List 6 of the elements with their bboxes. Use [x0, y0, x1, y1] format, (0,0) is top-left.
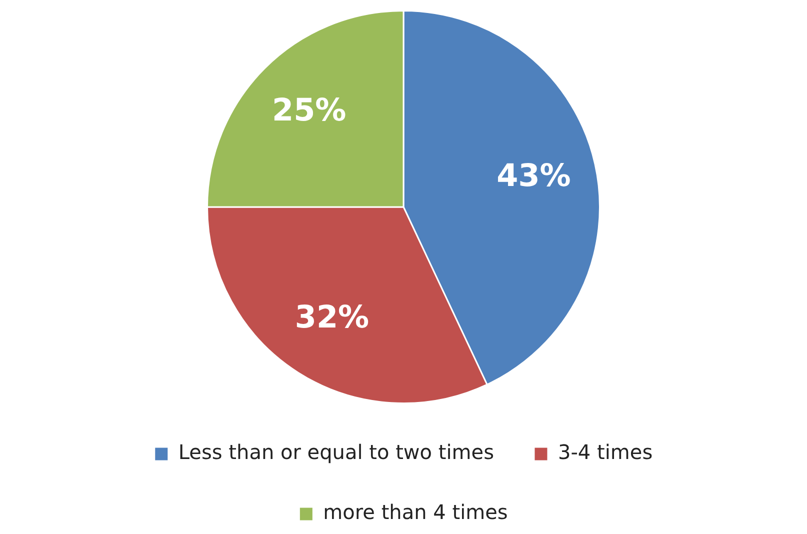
data-label: 32%	[294, 300, 370, 336]
legend-label: 3-4 times	[558, 440, 653, 464]
data-label: 43%	[496, 158, 571, 194]
data-label: 25%	[272, 92, 346, 129]
legend-label: Less than or equal to two times	[178, 440, 494, 464]
legend-label: more than 4 times	[323, 500, 508, 524]
